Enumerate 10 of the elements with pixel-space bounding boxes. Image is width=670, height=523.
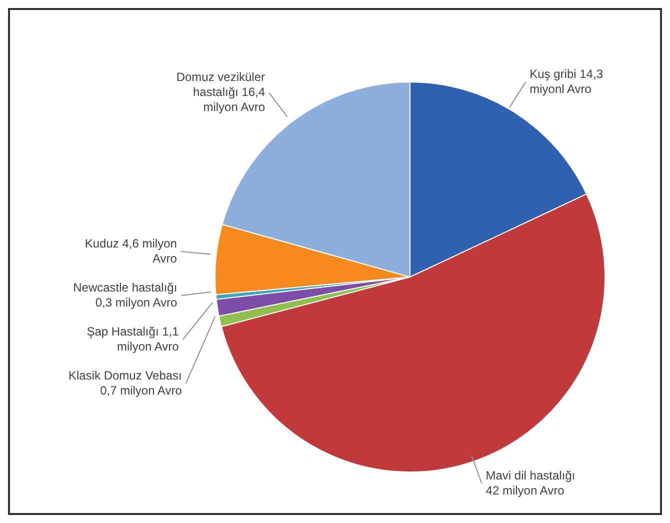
- data-label: 42 milyon Avro: [486, 484, 565, 498]
- slice-label: Mavi dil hastalığı: [486, 468, 576, 482]
- slice-label: Domuz veziküler hastalığı 16,4 milyon Avro: [176, 70, 266, 114]
- data-label: 0,3 milyon Avro: [95, 296, 178, 310]
- slice-label: Şap Hastalığı 1,1 milyon Avro: [86, 324, 180, 354]
- slice-label: Kuduz 4,6 milyon Avro: [84, 236, 178, 266]
- data-label: 0,7 milyon Avro: [100, 384, 182, 398]
- slice-label: Newcastle hastalığı: [73, 280, 178, 295]
- slice-label: Kuş gribi 14,3 miyonl Avro: [530, 67, 604, 96]
- slice-label: Klasik Domuz Vebası: [68, 368, 182, 383]
